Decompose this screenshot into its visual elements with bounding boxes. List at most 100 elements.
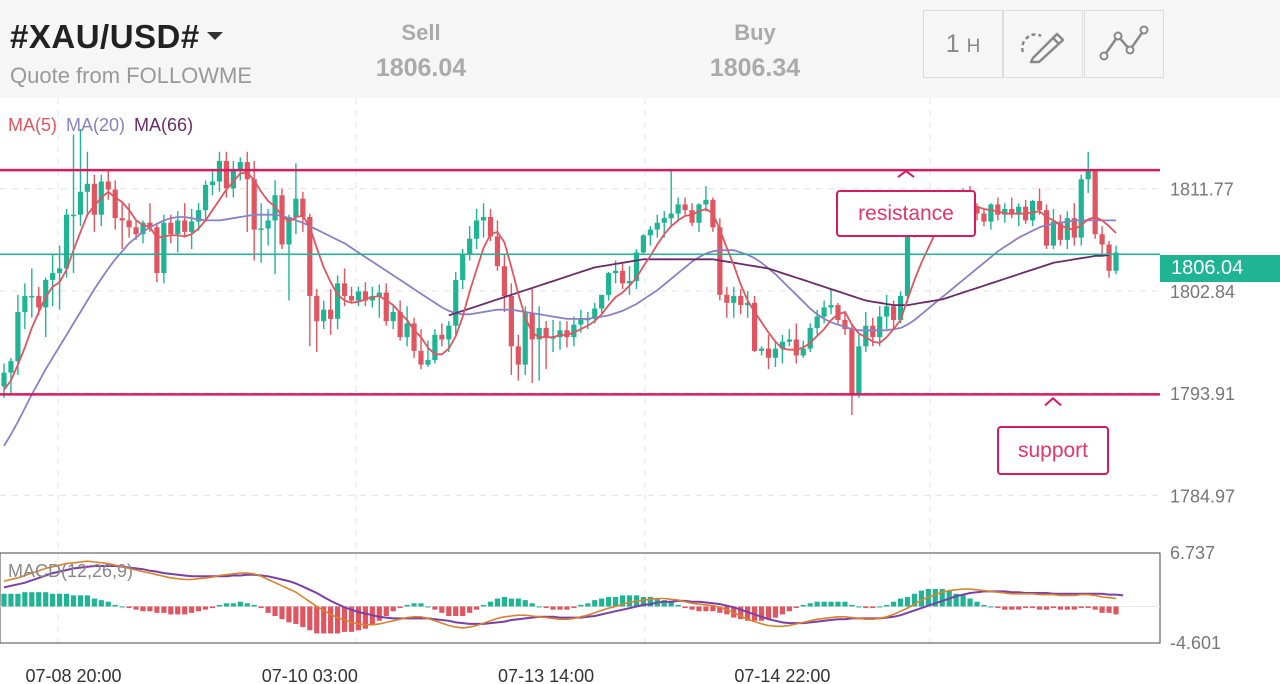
candle-body-12 xyxy=(84,183,90,192)
macd-bar-11 xyxy=(77,595,84,607)
sell-price: 1806.04 xyxy=(375,54,467,82)
candle-body-123 xyxy=(856,346,862,396)
candle-body-71 xyxy=(494,236,501,267)
candle-body-74 xyxy=(515,346,521,365)
price-tick-label: 1802.84 xyxy=(1170,282,1235,302)
symbol-selector[interactable]: #XAU/USD# xyxy=(10,18,200,55)
macd-bar-38 xyxy=(265,606,271,613)
macd-bar-96 xyxy=(668,601,674,607)
candle-body-43 xyxy=(300,198,306,218)
indicator-line-icon xyxy=(1099,25,1149,61)
macd-bar-40 xyxy=(279,606,285,620)
macd-bar-42 xyxy=(293,606,299,624)
macd-bar-137 xyxy=(953,593,959,607)
candle-body-28 xyxy=(196,210,202,222)
sell-quote[interactable]: Sell 1806.04 xyxy=(341,20,501,83)
buy-quote[interactable]: Buy 1806.34 xyxy=(675,20,835,83)
candle-body-92 xyxy=(640,235,646,253)
macd-bar-55 xyxy=(383,606,389,617)
resistance-annotation[interactable]: resistance xyxy=(836,190,976,237)
timeframe-button[interactable]: 1 H xyxy=(923,10,1003,78)
candle-body-114 xyxy=(793,339,799,356)
macd-bar-15 xyxy=(105,601,111,607)
macd-bar-116 xyxy=(807,603,813,607)
resistance-pointer xyxy=(897,169,915,178)
macd-bar-73 xyxy=(508,598,514,607)
macd-bar-62 xyxy=(432,606,438,610)
candle-body-50 xyxy=(348,295,355,301)
macd-bar-2 xyxy=(15,593,21,607)
candle-body-158 xyxy=(1099,234,1105,245)
candle-body-55 xyxy=(383,292,389,322)
ma5-line xyxy=(3,171,1117,391)
candle-body-159 xyxy=(1106,244,1112,271)
macd-bar-83 xyxy=(578,604,584,607)
candle-body-152 xyxy=(1057,221,1063,240)
candle-body-127 xyxy=(884,306,890,317)
price-tick-label: 1811.77 xyxy=(1170,180,1234,200)
candle-body-16 xyxy=(112,189,118,219)
macd-bar-0 xyxy=(1,593,7,607)
candle-body-19 xyxy=(133,227,139,235)
candle-body-140 xyxy=(974,206,980,214)
macd-bar-54 xyxy=(376,606,382,621)
macd-bar-109 xyxy=(758,606,765,621)
macd-bar-127 xyxy=(884,604,890,607)
candle-body-96 xyxy=(668,213,674,219)
macd-bar-114 xyxy=(793,606,799,609)
macd-bar-146 xyxy=(1016,606,1022,610)
macd-bar-110 xyxy=(765,606,772,620)
candle-body-94 xyxy=(654,222,660,230)
macd-tick-label: -4.601 xyxy=(1170,633,1221,653)
macd-bar-9 xyxy=(63,593,70,607)
macd-bar-117 xyxy=(814,601,820,607)
chart-grid xyxy=(0,98,1161,644)
macd-bar-126 xyxy=(877,606,883,608)
indicator-button[interactable] xyxy=(1084,10,1164,78)
candle-body-155 xyxy=(1078,179,1084,238)
candle-body-2 xyxy=(15,311,21,362)
macd-bar-125 xyxy=(870,606,876,609)
macd-bar-8 xyxy=(57,593,63,607)
candle-body-34 xyxy=(237,162,243,171)
draw-tool-button[interactable] xyxy=(1003,10,1083,78)
candle-body-44 xyxy=(307,217,313,296)
macd-bar-112 xyxy=(779,606,785,615)
current-price-tag: 1806.04 xyxy=(1160,255,1280,282)
chevron-down-icon[interactable] xyxy=(207,32,223,40)
candle-body-81 xyxy=(564,330,570,338)
macd-bar-68 xyxy=(474,606,480,610)
macd-bar-67 xyxy=(467,606,473,613)
candle-body-36 xyxy=(251,179,257,230)
macd-bar-45 xyxy=(314,606,320,634)
candle-body-30 xyxy=(209,181,216,185)
macd-bar-64 xyxy=(446,606,452,617)
candle-body-160 xyxy=(1113,252,1119,271)
candle-body-80 xyxy=(557,330,563,338)
candle-body-126 xyxy=(877,316,883,338)
macd-bar-25 xyxy=(175,606,181,615)
macd-bar-160 xyxy=(1113,606,1119,615)
support-annotation[interactable]: support xyxy=(997,426,1109,475)
candle-body-146 xyxy=(1016,206,1022,215)
candle-body-156 xyxy=(1085,171,1091,180)
macd-bar-135 xyxy=(939,589,945,607)
macd-bar-50 xyxy=(348,606,355,632)
candle-body-145 xyxy=(1009,208,1015,215)
candle-body-64 xyxy=(446,325,452,340)
candle-body-1 xyxy=(8,361,14,373)
candle-body-87 xyxy=(606,273,612,295)
macd-bar-4 xyxy=(29,592,35,607)
candle-body-61 xyxy=(425,360,431,365)
macd-bar-152 xyxy=(1057,606,1063,610)
macd-bar-85 xyxy=(592,600,598,607)
macd-lines xyxy=(3,560,1124,629)
candle-body-10 xyxy=(70,214,77,217)
macd-bar-32 xyxy=(223,603,229,607)
candle-body-15 xyxy=(105,181,111,190)
macd-bar-77 xyxy=(536,606,542,608)
macd-bar-80 xyxy=(557,606,563,610)
macd-bar-28 xyxy=(196,606,202,612)
macd-bar-39 xyxy=(272,606,278,617)
